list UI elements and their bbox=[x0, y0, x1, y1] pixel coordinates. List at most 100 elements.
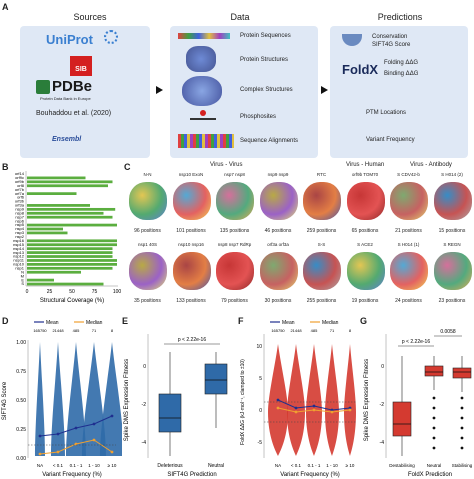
structure-positions: 101 positions bbox=[176, 228, 206, 234]
sift-mean-point bbox=[56, 432, 60, 436]
arrow-sources-data-icon bbox=[156, 86, 163, 94]
g-outlier bbox=[432, 406, 436, 410]
structure-thumbnail bbox=[259, 182, 298, 220]
structure-name: N-N bbox=[143, 172, 152, 177]
f-mean-point bbox=[312, 404, 316, 408]
sift-violin bbox=[100, 342, 122, 456]
coverage-label: orf7a bbox=[15, 191, 25, 196]
structure-positions: 30 positions bbox=[264, 298, 292, 304]
sift-violin bbox=[66, 342, 86, 456]
coverage-chart: orf14orf9corf9borf8orf7borf7aorf6orf3bor… bbox=[13, 171, 122, 304]
group-virus-antibody: Virus - Antibody bbox=[410, 162, 452, 168]
uniprot-swirl-icon bbox=[104, 30, 118, 44]
sift-xtick: ≥ 10 bbox=[108, 463, 117, 468]
coverage-bar bbox=[27, 247, 113, 251]
phosphosite-line-icon bbox=[190, 118, 216, 120]
sift-count: 21448 bbox=[52, 328, 64, 333]
structure-thumbnail bbox=[303, 182, 341, 220]
pdbe-logo: PDBe bbox=[52, 78, 93, 95]
f-count: 485 bbox=[311, 328, 318, 333]
sift-median-point bbox=[74, 442, 78, 446]
data-item-0: Protein Sequences bbox=[240, 33, 291, 39]
structure-cell: RTC 259 positions bbox=[300, 172, 343, 240]
structure-thumbnail bbox=[390, 182, 428, 220]
data-title: Data bbox=[230, 12, 250, 22]
f-median-point bbox=[294, 410, 298, 414]
coverage-bar bbox=[27, 176, 86, 180]
sift-median-point bbox=[38, 452, 42, 456]
g-outlier bbox=[460, 426, 464, 430]
structure-positions: 135 positions bbox=[219, 228, 250, 234]
structure-thumbnail bbox=[129, 252, 167, 290]
f-count: 21448 bbox=[290, 328, 302, 333]
sift-legend: Mean Median bbox=[34, 320, 103, 326]
coverage-bar bbox=[27, 278, 54, 282]
sequence-strip-icon bbox=[178, 33, 230, 39]
g-ytick: 0 bbox=[381, 364, 384, 370]
coverage-bar bbox=[27, 231, 68, 235]
g-outlier bbox=[432, 446, 436, 450]
f-legend-mean: Mean bbox=[282, 320, 295, 326]
g-outlier bbox=[460, 406, 464, 410]
structure-cell: nsp1 40S 35 positions bbox=[126, 242, 169, 310]
structure-thumbnail bbox=[129, 182, 167, 220]
binding-label: Binding ΔΔG bbox=[384, 71, 419, 77]
structure-name: nsp9 nsp9 bbox=[267, 172, 289, 177]
structure-name: S H014 (1) bbox=[397, 242, 420, 247]
coverage-label: nsp3 bbox=[15, 230, 24, 235]
foldx-violin bbox=[325, 344, 339, 456]
f-xtick: < 0.1 bbox=[291, 463, 302, 468]
structure-thumbnail bbox=[259, 252, 298, 290]
f-legend: Mean Median bbox=[270, 320, 339, 326]
sift-ytick: 0.00 bbox=[16, 456, 26, 462]
coverage-xtick: 100 bbox=[113, 289, 122, 295]
legend-mean: Mean bbox=[46, 320, 59, 326]
panel-b-letter: B bbox=[2, 162, 9, 172]
g-xtick: Neutral bbox=[427, 463, 442, 468]
coverage-bar bbox=[27, 270, 81, 274]
structure-positions: 255 positions bbox=[306, 298, 337, 304]
panel-g-letter: G bbox=[360, 316, 368, 326]
coverage-label: orf9b bbox=[15, 179, 25, 184]
coverage-label: nsp2 bbox=[15, 234, 24, 239]
sift-mean-point bbox=[92, 422, 96, 426]
foldx-logo: FoldX bbox=[342, 62, 378, 77]
coverage-label: nsp5 bbox=[15, 222, 24, 227]
g-outlier bbox=[460, 396, 464, 400]
sift-dms-boxplot: Spike DMS Expression Fitness 0 -2 -4 p < 2… bbox=[124, 334, 228, 478]
structure-cell: S-S 255 positions bbox=[300, 242, 343, 310]
structure-thumbnail bbox=[346, 182, 385, 220]
coverage-label: E bbox=[21, 277, 24, 282]
sift-violin bbox=[82, 342, 106, 456]
structure-thumbnail bbox=[172, 252, 211, 290]
sift-ylabel: SIFT4G Score bbox=[2, 381, 8, 420]
e-ylabel: Spike DMS Expression Fitness bbox=[124, 359, 130, 441]
predictions-box bbox=[330, 26, 468, 158]
coverage-bar bbox=[27, 215, 113, 219]
coverage-label: nsp10 bbox=[13, 262, 25, 267]
g-pvalue1: p < 2.22e-16 bbox=[402, 339, 430, 345]
coverage-label: orf8 bbox=[17, 183, 25, 188]
arrow-data-predictions-icon bbox=[321, 86, 328, 94]
coverage-label: nsp4 bbox=[15, 226, 24, 231]
panel-f-letter: F bbox=[238, 316, 244, 326]
sift-xtick: NA bbox=[37, 463, 43, 468]
structure-positions: 133 positions bbox=[176, 298, 206, 304]
coverage-label: orf3a bbox=[15, 203, 25, 208]
g-ytick: -4 bbox=[380, 440, 385, 446]
e-ytick: -2 bbox=[142, 402, 147, 408]
structure-cell: S REGN 23 positions bbox=[431, 242, 474, 310]
coverage-xtick: 25 bbox=[47, 289, 53, 295]
coverage-bar bbox=[27, 255, 113, 258]
structure-name: orf9b TOM70 bbox=[351, 172, 379, 177]
coverage-bar bbox=[27, 259, 117, 262]
structure-cell: S ACE2 19 positions bbox=[344, 242, 387, 310]
f-median-point bbox=[276, 406, 280, 410]
sib-logo: SIB bbox=[70, 56, 92, 76]
coverage-bar bbox=[27, 239, 117, 243]
sift-xtick: 0.1 - 1 bbox=[70, 463, 83, 468]
structure-name: S CDV42-b bbox=[397, 172, 420, 177]
phosphosite-icon bbox=[200, 110, 206, 116]
structure-cell: nsp8 nsp7 RdRp 79 positions bbox=[213, 242, 256, 310]
coverage-bar bbox=[27, 266, 113, 270]
